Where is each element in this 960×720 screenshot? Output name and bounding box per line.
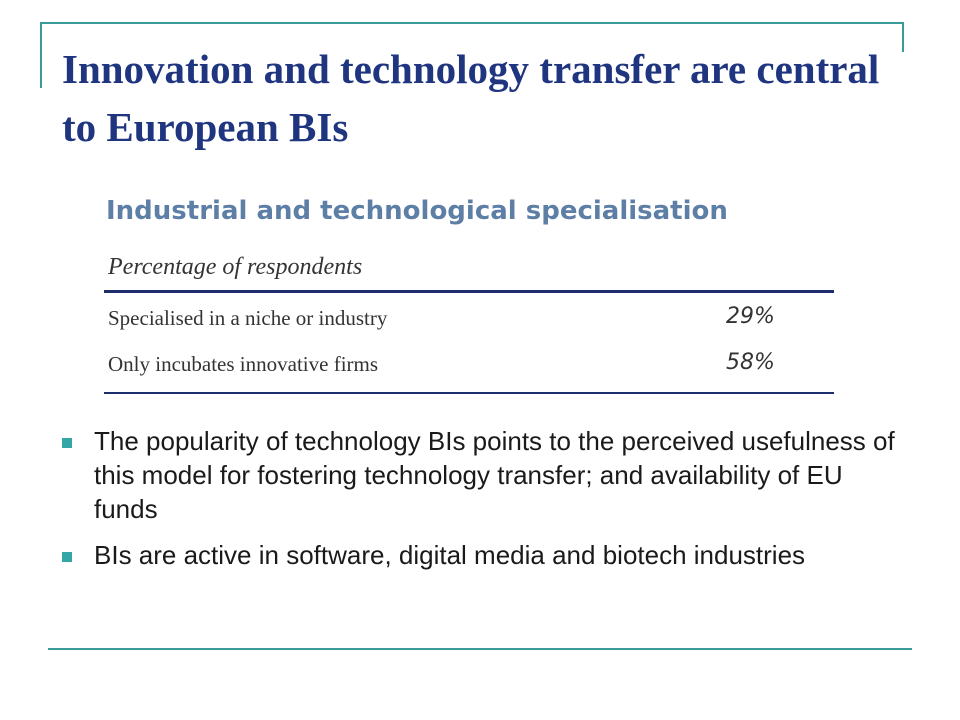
bullet-list: The popularity of technology BIs points … bbox=[62, 424, 902, 584]
bullet-item: BIs are active in software, digital medi… bbox=[62, 538, 902, 572]
slide-frame-bottom-rule bbox=[48, 648, 912, 650]
bullet-text: BIs are active in software, digital medi… bbox=[94, 540, 806, 570]
row-value: 58% bbox=[726, 350, 775, 375]
bullet-item: The popularity of technology BIs points … bbox=[62, 424, 902, 526]
square-bullet-icon bbox=[62, 438, 72, 448]
figure-title: Industrial and technological specialisat… bbox=[106, 196, 728, 226]
row-value: 29% bbox=[726, 304, 775, 329]
row-label: Specialised in a niche or industry bbox=[108, 306, 388, 330]
slide-frame-left-rule bbox=[40, 22, 42, 88]
table-row: Only incubates innovative firms 58% bbox=[104, 350, 834, 382]
slide-frame-right-rule bbox=[902, 22, 904, 52]
row-label: Only incubates innovative firms bbox=[108, 352, 379, 376]
slide-frame-top-rule bbox=[40, 22, 904, 24]
figure-subtitle: Percentage of respondents bbox=[108, 254, 363, 280]
table-top-rule bbox=[104, 290, 834, 293]
table-bottom-rule bbox=[104, 392, 834, 394]
specialisation-table-figure: Industrial and technological specialisat… bbox=[104, 192, 836, 402]
square-bullet-icon bbox=[62, 552, 72, 562]
slide-title: Innovation and technology transfer are c… bbox=[62, 46, 880, 150]
bullet-text: The popularity of technology BIs points … bbox=[94, 426, 895, 524]
table-row: Specialised in a niche or industry 29% bbox=[104, 304, 834, 336]
